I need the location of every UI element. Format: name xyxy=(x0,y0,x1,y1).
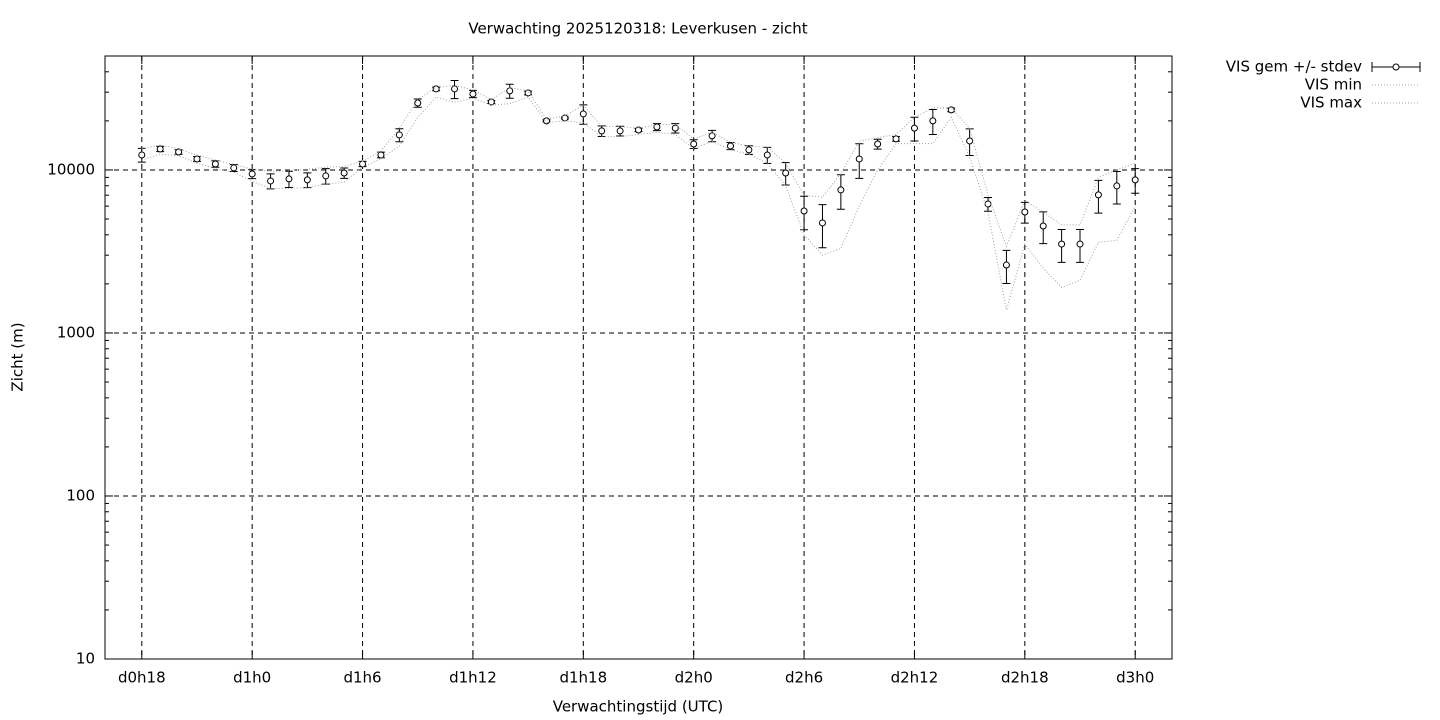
point xyxy=(671,124,679,132)
point xyxy=(193,155,201,163)
point xyxy=(414,99,422,107)
point xyxy=(1002,261,1010,269)
y-tick-label: 100 xyxy=(66,486,95,504)
y-tick-label: 10000 xyxy=(47,160,95,178)
point xyxy=(1021,208,1029,216)
point xyxy=(340,169,348,177)
x-tick-label: d2h6 xyxy=(785,669,823,687)
y-tick-label: 1000 xyxy=(57,323,95,341)
point xyxy=(874,140,882,148)
point xyxy=(359,160,367,168)
point xyxy=(782,169,790,177)
point xyxy=(598,127,606,135)
point xyxy=(579,110,587,118)
point xyxy=(1039,222,1047,230)
point xyxy=(855,155,863,163)
line xyxy=(141,96,1136,311)
x-tick-label: d1h6 xyxy=(343,669,381,687)
x-tick-label: d0h18 xyxy=(118,669,166,687)
plot-frame xyxy=(104,55,1173,660)
point xyxy=(892,135,900,143)
point xyxy=(175,148,183,156)
legend-label: VIS min xyxy=(1305,76,1362,94)
point xyxy=(524,89,532,97)
point xyxy=(506,87,514,95)
legend-label: VIS gem +/- stdev xyxy=(1226,58,1362,76)
point xyxy=(800,207,808,215)
point xyxy=(487,98,495,106)
point xyxy=(616,127,624,135)
x-tick-label: d2h12 xyxy=(891,669,939,687)
point xyxy=(230,164,238,172)
point xyxy=(267,177,275,185)
chart-title: Verwachting 2025120318: Leverkusen - zic… xyxy=(468,20,807,38)
point xyxy=(395,131,403,139)
x-tick-label: d2h0 xyxy=(675,669,713,687)
point xyxy=(910,124,918,132)
point xyxy=(837,186,845,194)
point xyxy=(763,151,771,159)
y-tick-label: 10 xyxy=(76,650,95,668)
x-axis-label: Verwachtingstijd (UTC) xyxy=(553,698,724,716)
line xyxy=(141,84,1136,248)
point xyxy=(543,117,551,125)
point xyxy=(156,145,164,153)
point xyxy=(138,151,146,159)
point xyxy=(322,172,330,180)
legend-label: VIS max xyxy=(1300,94,1362,112)
point xyxy=(1113,182,1121,190)
point xyxy=(1131,176,1139,184)
point xyxy=(929,117,937,125)
point xyxy=(285,175,293,183)
point xyxy=(726,142,734,150)
point xyxy=(1076,240,1084,248)
x-tick-label: d2h18 xyxy=(1001,669,1049,687)
x-tick-label: d1h0 xyxy=(233,669,271,687)
point xyxy=(303,176,311,184)
point xyxy=(469,90,477,98)
y-axis-label: Zicht (m) xyxy=(9,322,27,391)
x-tick-label: d1h12 xyxy=(449,669,497,687)
point xyxy=(211,160,219,168)
point xyxy=(451,85,459,93)
point xyxy=(432,85,440,93)
point xyxy=(690,140,698,148)
x-tick-label: d3h0 xyxy=(1116,669,1154,687)
point xyxy=(1094,191,1102,199)
point xyxy=(377,151,385,159)
point xyxy=(1058,240,1066,248)
point xyxy=(708,132,716,140)
x-tick-label: d1h18 xyxy=(559,669,607,687)
point xyxy=(966,137,974,145)
point xyxy=(818,219,826,227)
legend-swatch xyxy=(1392,63,1400,71)
point xyxy=(248,170,256,178)
point xyxy=(745,146,753,154)
